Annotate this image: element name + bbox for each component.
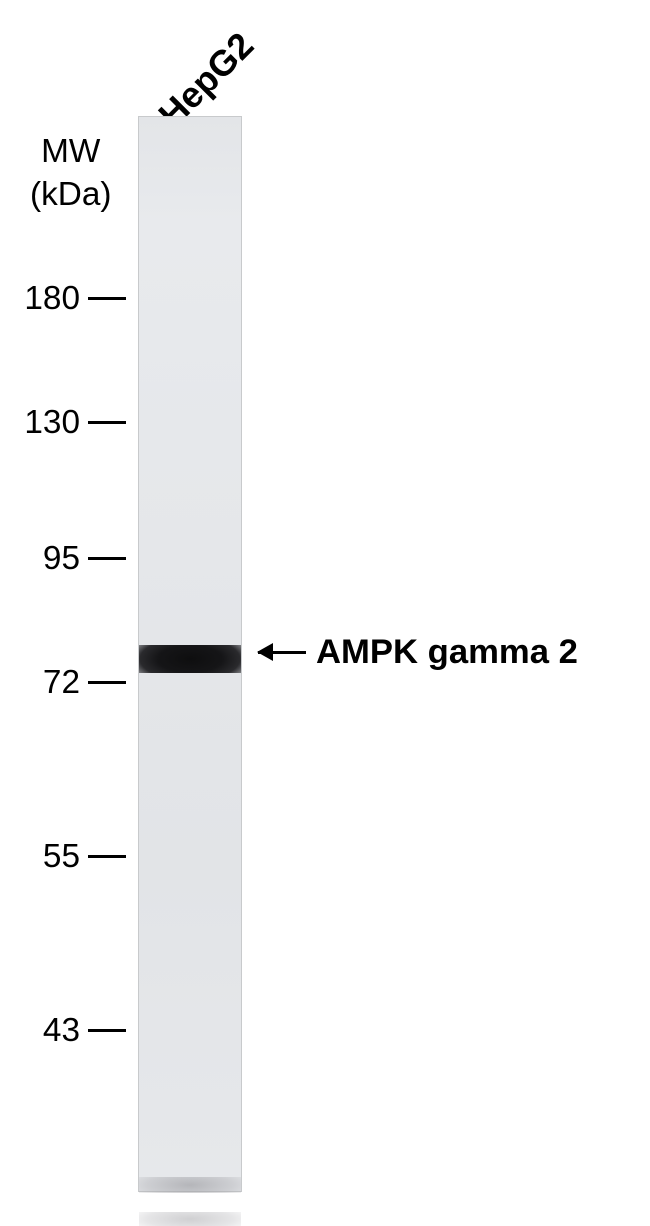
mw-header: MW (kDa) <box>30 130 111 217</box>
marker-row: 43 <box>20 1012 126 1050</box>
blot-band <box>139 1177 241 1193</box>
marker-label: 95 <box>20 540 80 578</box>
marker-row: 180 <box>20 280 126 318</box>
marker-tick-icon <box>88 421 126 424</box>
target-arrow: AMPK gamma 2 <box>258 633 578 672</box>
arrow-line <box>258 651 306 654</box>
blot-band <box>139 645 241 673</box>
marker-tick-icon <box>88 297 126 300</box>
marker-label: 130 <box>20 404 80 442</box>
marker-row: 72 <box>20 664 126 702</box>
marker-tick-icon <box>88 1029 126 1032</box>
mw-header-line1: MW <box>30 130 111 173</box>
mw-header-line2: (kDa) <box>30 173 111 216</box>
target-label: AMPK gamma 2 <box>316 633 578 672</box>
western-blot-figure: HepG2 MW (kDa) AMPK gamma 2 180130957255… <box>0 0 650 1212</box>
arrow-head-icon <box>257 643 273 661</box>
marker-label: 72 <box>20 664 80 702</box>
blot-lane <box>138 116 242 1192</box>
marker-row: 95 <box>20 540 126 578</box>
marker-tick-icon <box>88 557 126 560</box>
marker-label: 180 <box>20 280 80 318</box>
marker-label: 43 <box>20 1012 80 1050</box>
marker-row: 130 <box>20 404 126 442</box>
marker-label: 55 <box>20 838 80 876</box>
marker-tick-icon <box>88 855 126 858</box>
marker-tick-icon <box>88 681 126 684</box>
blot-band <box>139 1212 241 1226</box>
marker-row: 55 <box>20 838 126 876</box>
